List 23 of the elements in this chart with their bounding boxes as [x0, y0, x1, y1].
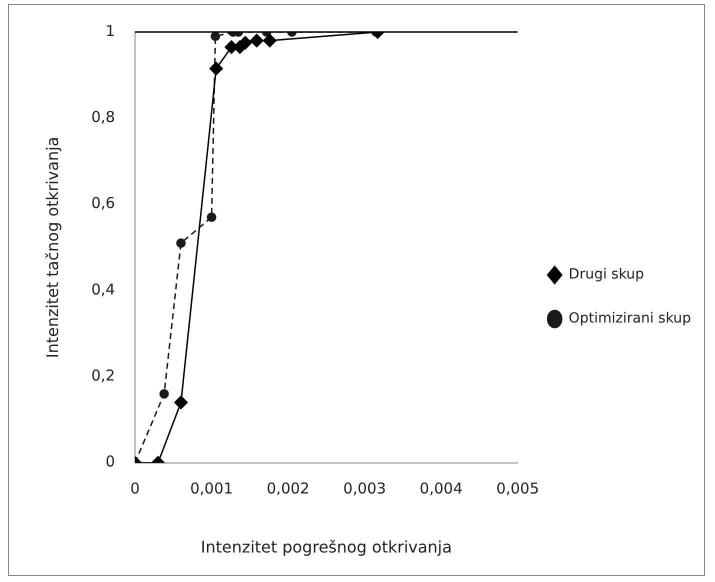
x-tick-label: 0,003: [343, 480, 386, 498]
x-axis-title: Intenzitet pogrešnog otkrivanja: [200, 538, 452, 557]
point: [210, 32, 220, 42]
point: [206, 212, 216, 222]
y-tick-label: 0,8: [91, 108, 116, 126]
y-axis-title: Intenzitet tačnog otkrivanja: [42, 136, 62, 358]
x-tick-label: 0,005: [496, 480, 540, 498]
y-tick-label: 0,6: [91, 194, 116, 212]
y-tick-label: 0,2: [91, 366, 116, 385]
x-tick-label: 0,004: [420, 480, 463, 498]
x-tick-label: 0,001: [190, 480, 234, 498]
legend-label: Drugi skup: [568, 266, 644, 283]
point: [262, 34, 276, 48]
legend-label: Optimizirani skup: [568, 310, 692, 327]
point: [238, 36, 252, 50]
y-tick-label: 0: [106, 452, 116, 471]
point: [209, 62, 223, 76]
y-tick-label: 0,4: [91, 280, 116, 298]
point: [250, 34, 264, 48]
y-tick-label: 1: [106, 22, 116, 40]
x-tick-label: 0,002: [266, 480, 310, 498]
point: [176, 238, 186, 248]
x-tick-label: 0: [130, 480, 140, 498]
